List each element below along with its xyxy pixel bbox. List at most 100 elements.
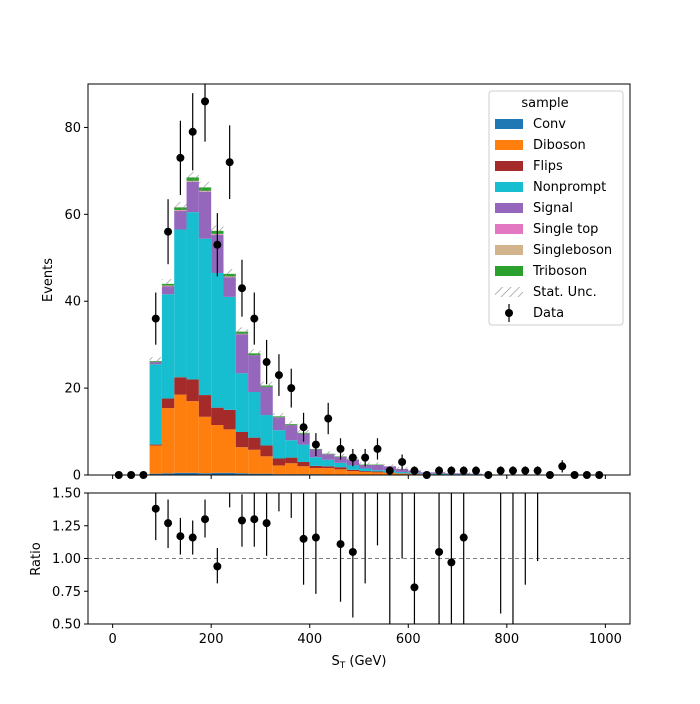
- data-point-3: [152, 315, 160, 323]
- data-point-13: [275, 371, 283, 379]
- ratio-point-15: [349, 548, 357, 556]
- data-point-20: [361, 454, 369, 462]
- ratio-point-14: [337, 540, 345, 548]
- bar-diboson-4: [162, 408, 174, 473]
- main-y-tick-label-1: 20: [64, 382, 81, 397]
- bar-nonprompt-18: [334, 463, 346, 467]
- data-point-11: [250, 315, 258, 323]
- bar-diboson-8: [211, 425, 223, 473]
- main-y-axis-label: Events: [41, 258, 56, 302]
- ratio-x-tick-label-4: 800: [494, 632, 519, 647]
- bar-flips-9: [224, 410, 236, 430]
- data-point-27: [447, 467, 455, 475]
- ratio-point-9: [263, 519, 271, 527]
- bar-flips-11: [248, 438, 260, 450]
- bar-diboson-9: [224, 429, 236, 472]
- bar-nonprompt-7: [199, 239, 211, 395]
- data-point-24: [410, 467, 418, 475]
- bar-flips-13: [273, 458, 285, 465]
- ratio-x-tick-label-3: 600: [396, 632, 421, 647]
- bar-diboson-20: [359, 472, 371, 475]
- bar-nonprompt-15: [297, 445, 309, 462]
- bar-diboson-15: [297, 466, 309, 474]
- bar-signal-11: [248, 355, 260, 392]
- stat-unc-17: [322, 451, 334, 456]
- bar-nonprompt-21: [371, 470, 383, 471]
- legend-label-single-top: Single top: [533, 222, 598, 237]
- legend-swatch-single-top: [495, 224, 523, 234]
- ratio-y-tick-label-3: 1.25: [52, 519, 81, 534]
- bar-flips-19: [347, 470, 359, 471]
- legend-swatch-data: [505, 309, 513, 317]
- data-point-29: [472, 467, 480, 475]
- ratio-x-tick-label-2: 400: [297, 632, 322, 647]
- x-axis-label-unit: (GeV): [345, 654, 386, 669]
- bar-signal-5: [174, 211, 186, 230]
- data-point-23: [398, 458, 406, 466]
- ratio-point-1: [164, 519, 172, 527]
- legend-swatch-stat-unc: [495, 287, 523, 297]
- data-point-12: [263, 358, 271, 366]
- ratio-y-axis-label: Ratio: [29, 542, 44, 575]
- bar-nonprompt-16: [310, 457, 322, 466]
- data-point-14: [287, 384, 295, 392]
- data-point-34: [534, 467, 542, 475]
- bar-diboson-14: [285, 463, 297, 474]
- bar-nonprompt-13: [273, 430, 285, 458]
- bar-flips-20: [359, 471, 371, 472]
- bar-diboson-17: [322, 468, 334, 475]
- bar-nonprompt-3: [150, 364, 162, 444]
- data-point-5: [176, 154, 184, 162]
- bar-flips-4: [162, 399, 174, 409]
- bar-diboson-21: [371, 472, 383, 474]
- legend-label-data: Data: [533, 306, 564, 321]
- data-point-18: [337, 445, 345, 453]
- legend-swatch-signal: [495, 203, 523, 213]
- bar-signal-10: [236, 334, 248, 373]
- legend-label-signal: Signal: [533, 201, 573, 216]
- data-point-4: [164, 228, 172, 236]
- bar-diboson-5: [174, 395, 186, 473]
- bar-diboson-6: [187, 401, 199, 473]
- bar-nonprompt-6: [187, 212, 199, 379]
- main-y-tick-label-3: 60: [64, 208, 81, 223]
- data-point-9: [226, 158, 234, 166]
- ratio-y-tick-label-0: 0.50: [52, 618, 81, 633]
- bar-flips-7: [199, 395, 211, 417]
- ratio-point-5: [213, 562, 221, 570]
- ratio-point-20: [410, 583, 418, 591]
- legend-swatch-triboson: [495, 266, 523, 276]
- legend-label-nonprompt: Nonprompt: [533, 180, 606, 195]
- data-point-31: [497, 467, 505, 475]
- bar-diboson-3: [150, 445, 162, 473]
- ratio-point-22: [447, 558, 455, 566]
- bar-flips-15: [297, 462, 309, 466]
- legend-title: sample: [521, 96, 568, 111]
- main-y-tick-label-2: 40: [64, 295, 81, 310]
- bar-signal-12: [260, 387, 272, 415]
- bar-diboson-18: [334, 469, 346, 474]
- bar-flips-16: [310, 466, 322, 468]
- bar-flips-21: [371, 472, 383, 473]
- data-point-28: [460, 467, 468, 475]
- data-point-16: [312, 441, 320, 449]
- ratio-point-21: [435, 548, 443, 556]
- main-y-tick-label-4: 80: [64, 121, 81, 136]
- legend-swatch-diboson: [495, 140, 523, 150]
- bar-signal-6: [187, 182, 199, 212]
- stat-unc-9: [224, 269, 236, 279]
- bar-flips-14: [285, 458, 297, 464]
- bar-diboson-11: [248, 450, 260, 474]
- bar-flips-10: [236, 432, 248, 447]
- legend-label-diboson: Diboson: [533, 138, 586, 153]
- data-point-22: [386, 467, 394, 475]
- bar-diboson-19: [347, 471, 359, 474]
- bar-nonprompt-17: [322, 460, 334, 467]
- stat-unc-21: [371, 462, 383, 466]
- data-point-32: [509, 467, 517, 475]
- bar-nonprompt-23: [396, 472, 408, 473]
- data-point-19: [349, 454, 357, 462]
- main-y-tick-label-0: 0: [73, 469, 81, 484]
- bar-diboson-7: [199, 417, 211, 473]
